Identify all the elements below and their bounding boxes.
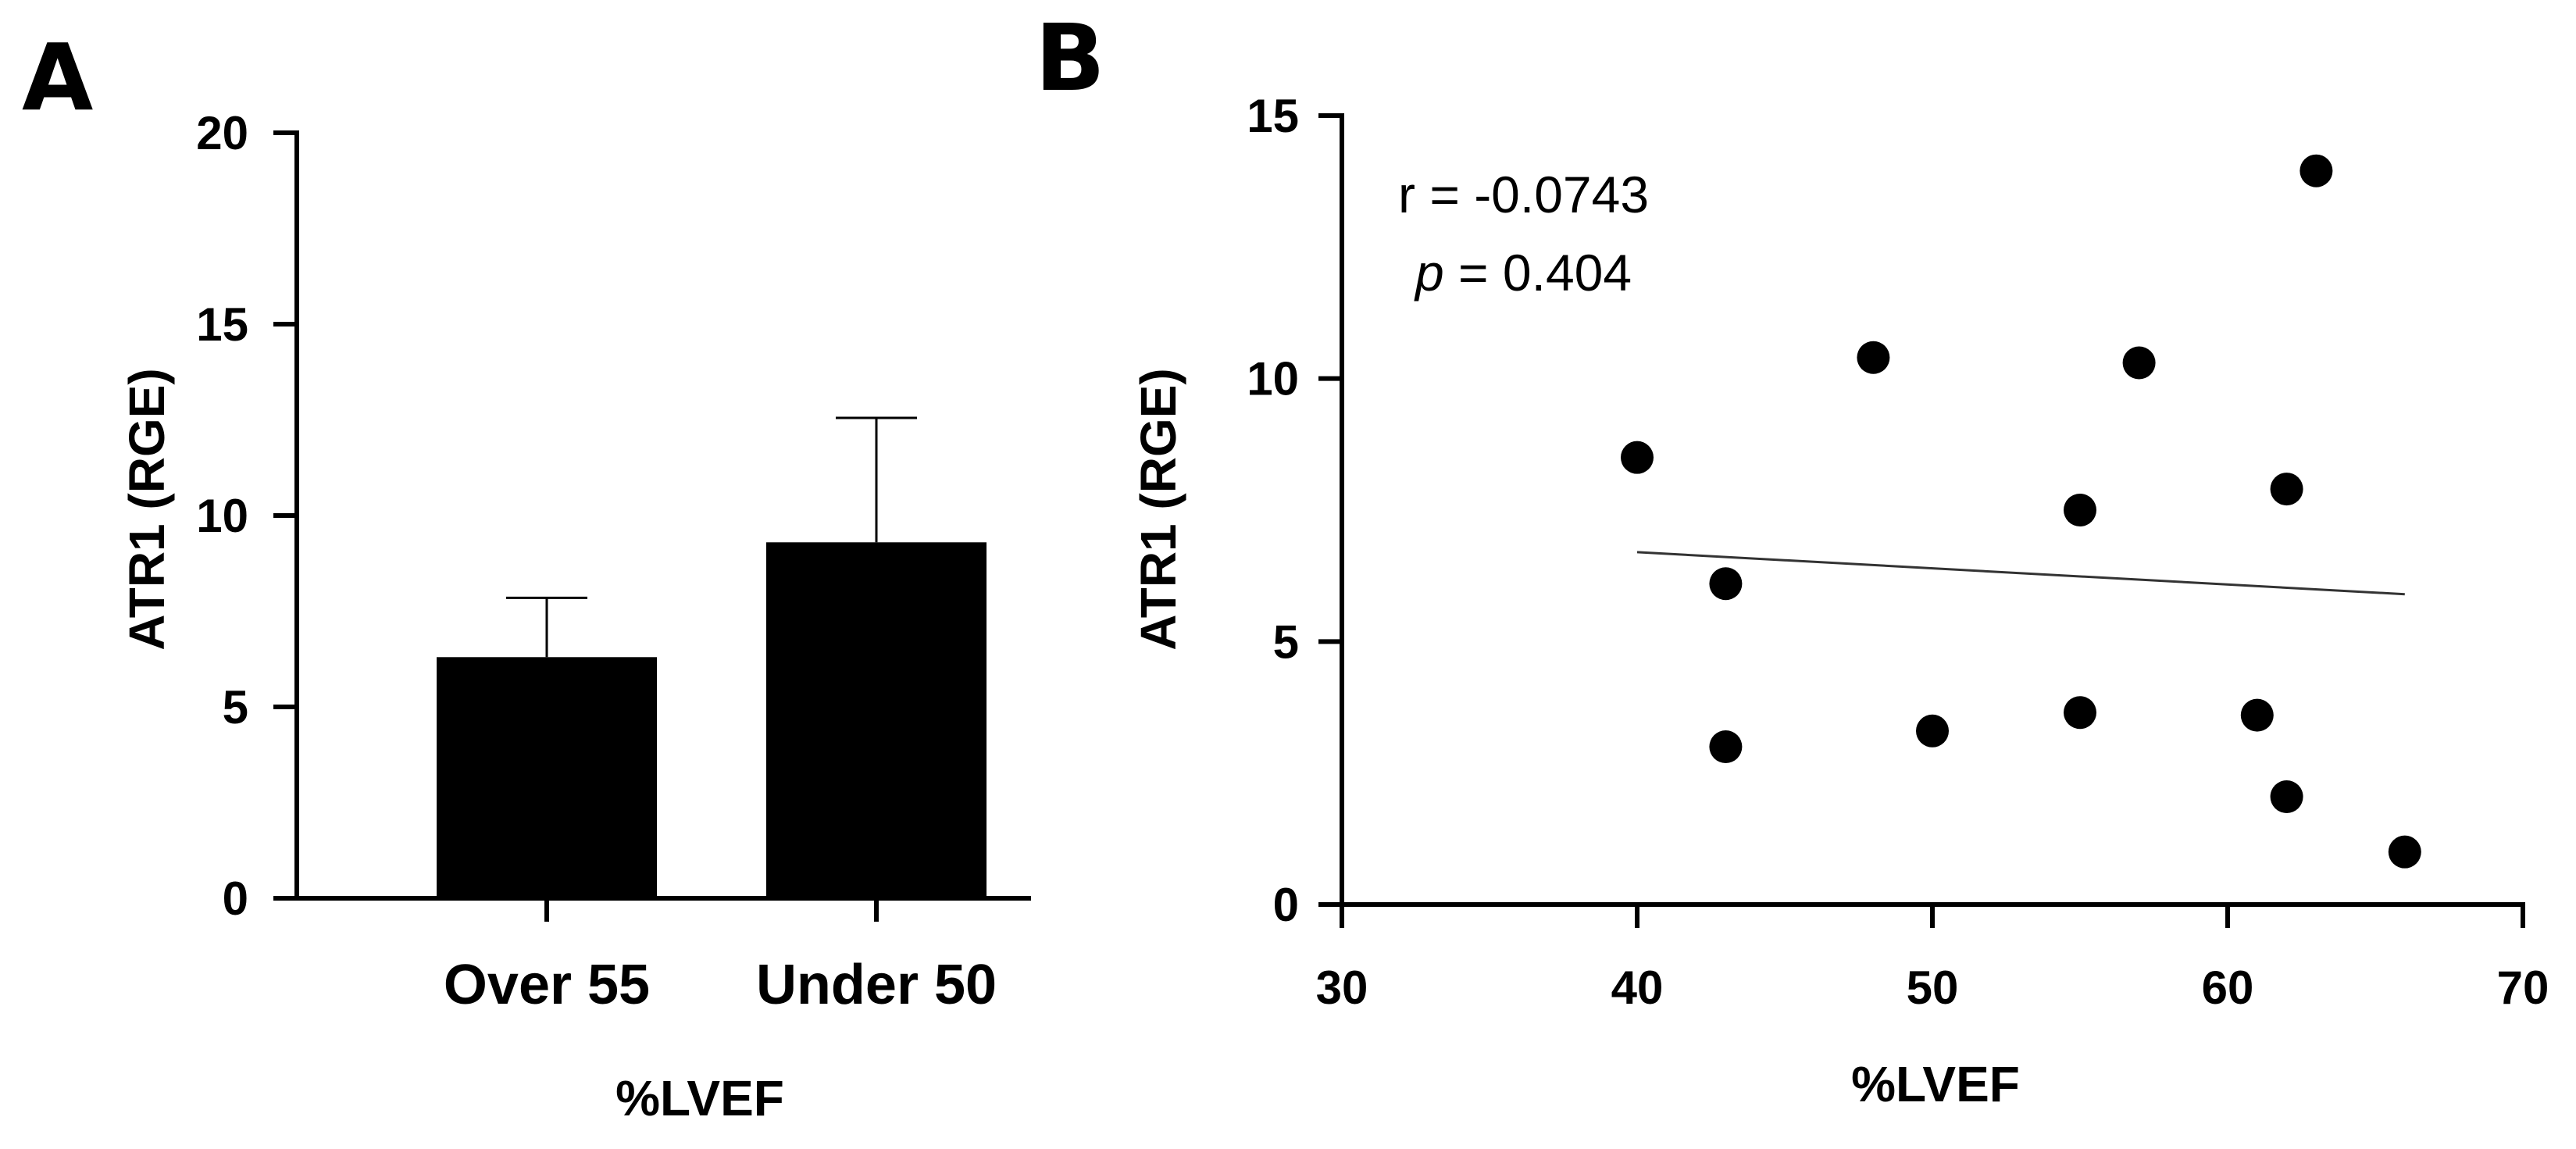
regression-line [1636,551,2405,596]
y-tick-label: 5 [223,681,248,733]
correlation-r-annotation: r = -0.0743 [1398,166,1649,223]
y-tick-label: 15 [196,298,248,351]
data-point [1857,341,1890,374]
y-tick-label: 15 [1247,90,1299,142]
panel-a-letter: A [22,23,93,131]
data-point [1916,714,1949,748]
x-tick-label: 70 [2497,962,2549,1014]
y-tick-label: 0 [1273,879,1299,931]
x-tick-label: 50 [1907,962,1959,1014]
x-tick-label: 40 [1611,962,1664,1014]
data-point [1709,567,1743,601]
x-tick-label: 30 [1316,962,1368,1014]
bar [437,657,657,898]
panel-a-y-axis-title: ATR1 (RGE) [119,368,175,650]
y-tick-label: 20 [196,107,248,159]
data-point [2122,346,2156,380]
x-tick-label: 60 [2202,962,2254,1014]
y-tick-label: 0 [223,872,248,925]
data-point [2240,698,2274,732]
panel-b-letter: B [1035,4,1105,112]
data-point [1621,441,1654,474]
x-tick-label: Under 50 [756,954,997,1016]
y-tick-label: 10 [1247,353,1299,405]
data-point [2064,494,2096,526]
p-symbol: p [1414,244,1444,302]
panel-b-y-axis-title: ATR1 (RGE) [1130,368,1186,650]
panel-a-bar-chart: ATR1 (RGE) %LVEF Over 55 Under 50 0 5 10 15 20 [119,107,1031,1126]
data-point [2064,696,2096,730]
x-tick-label: Over 55 [444,954,650,1016]
data-point [2270,780,2303,813]
data-point [2388,835,2421,869]
panel-b-scatter-plot: ATR1 (RGE) %LVEF r = -0.0743 p = 0.404 0… [1130,90,2549,1112]
panel-b-x-axis-title: %LVEF [1851,1056,2020,1112]
bar [766,542,987,898]
panel-a-x-axis-title: %LVEF [615,1070,784,1126]
p-value-annotation: p = 0.404 [1414,244,1632,302]
p-value: = 0.404 [1444,244,1632,302]
data-point [1709,730,1743,763]
y-tick-label: 5 [1273,616,1299,668]
data-point [2299,154,2333,187]
data-point [2270,473,2303,506]
y-tick-label: 10 [196,490,248,542]
